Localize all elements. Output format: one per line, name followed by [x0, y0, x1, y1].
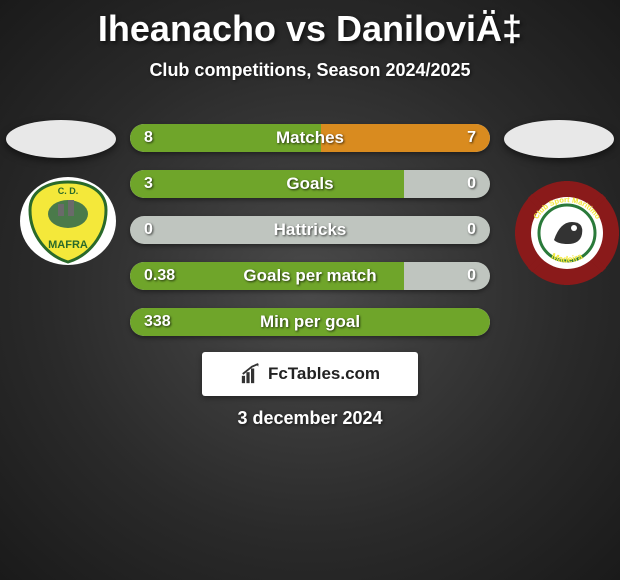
- page-subtitle: Club competitions, Season 2024/2025: [0, 60, 620, 81]
- stat-value-right: 0: [467, 262, 476, 290]
- stat-label: Hattricks: [130, 216, 490, 244]
- svg-text:MAFRA: MAFRA: [48, 239, 88, 251]
- stat-value-right: 0: [467, 170, 476, 198]
- stat-label: Matches: [130, 124, 490, 152]
- stat-value-right: 0: [467, 216, 476, 244]
- stat-row: 0Hattricks0: [130, 216, 490, 244]
- stat-row: 3Goals0: [130, 170, 490, 198]
- stat-row: 0.38Goals per match0: [130, 262, 490, 290]
- stat-value-right: 7: [467, 124, 476, 152]
- player-photo-right: [504, 120, 614, 158]
- club-badge-left: MAFRA C. D.: [18, 176, 118, 266]
- chart-icon: [240, 363, 262, 385]
- stats-container: 8Matches73Goals00Hattricks00.38Goals per…: [130, 124, 490, 354]
- stat-label: Goals: [130, 170, 490, 198]
- stat-label: Min per goal: [130, 308, 490, 336]
- player-photo-left: [6, 120, 116, 158]
- svg-text:C. D.: C. D.: [58, 186, 79, 196]
- stat-label: Goals per match: [130, 262, 490, 290]
- branding-badge[interactable]: FcTables.com: [202, 352, 418, 396]
- branding-text: FcTables.com: [268, 364, 380, 384]
- comparison-date: 3 december 2024: [0, 408, 620, 429]
- stat-row: 8Matches7: [130, 124, 490, 152]
- club-badge-right: Club Sport Maritimo Madeira: [512, 178, 612, 268]
- page-title: Iheanacho vs DaniloviÄ‡: [0, 0, 620, 50]
- stat-row: 338Min per goal: [130, 308, 490, 336]
